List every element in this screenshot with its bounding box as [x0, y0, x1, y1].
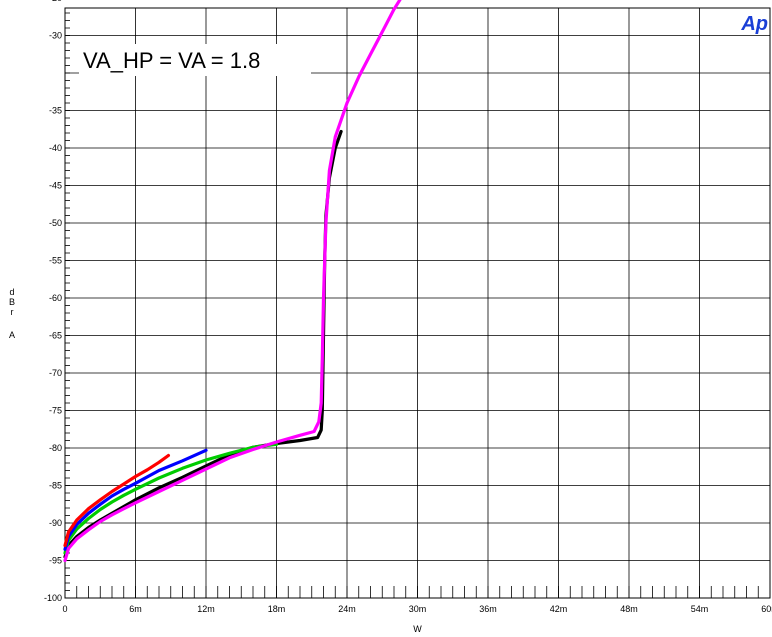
y-tick-label: -35: [49, 106, 62, 116]
y-tick-label: -45: [49, 181, 62, 191]
y-axis-label-char: B: [9, 297, 15, 307]
tick-labels: 0 6m 12m 18m 24m 30m 36m 42m 48m 54m 60m -20 -30 -35 -…: [44, 0, 772, 614]
x-tick-label: 24m: [338, 604, 356, 614]
x-tick-label: 48m: [620, 604, 638, 614]
y-tick-label: -50: [49, 218, 62, 228]
series-line: [63, 0, 402, 563]
y-tick-label: -20: [49, 0, 62, 3]
x-tick-label: 60m: [761, 604, 772, 614]
y-tick-label: -30: [49, 31, 62, 41]
y-axis-label-char: r: [11, 307, 14, 317]
y-axis-label-char: A: [9, 330, 15, 340]
annotation-box: [79, 44, 311, 76]
y-tick-label: -75: [49, 406, 62, 416]
ap-logo: Ap: [740, 13, 768, 35]
x-tick-label: 18m: [268, 604, 286, 614]
y-tick-label: -85: [49, 481, 62, 491]
y-tick-label: -40: [49, 143, 62, 153]
y-tick-label: -70: [49, 368, 62, 378]
x-tick-label: 12m: [197, 604, 215, 614]
x-tick-label: 0: [62, 604, 67, 614]
y-tick-label: -60: [49, 293, 62, 303]
plot-frame: [64, 7, 771, 599]
x-tick-label: 6m: [129, 604, 142, 614]
y-tick-label: -90: [49, 518, 62, 528]
x-tick-label: 36m: [479, 604, 497, 614]
y-tick-label: -55: [49, 256, 62, 266]
y-tick-label: -95: [49, 556, 62, 566]
y-tick-label: -100: [44, 593, 62, 603]
series-line: [63, 448, 208, 551]
grid: [64, 8, 771, 598]
annotation-text: VA_HP = VA = 1.8: [83, 48, 260, 73]
y-tick-label: -65: [49, 331, 62, 341]
series-layer: [63, 0, 402, 563]
y-axis-label-char: d: [9, 287, 14, 297]
x-tick-label: 42m: [550, 604, 568, 614]
y-tick-label: -80: [49, 443, 62, 453]
y-axis-label: dBr A: [9, 287, 15, 340]
x-axis-label: W: [413, 624, 422, 634]
series-line: [63, 453, 170, 548]
x-tick-label: 30m: [409, 604, 427, 614]
series-line: [63, 442, 279, 555]
minor-ticks: [64, 12, 771, 599]
x-tick-label: 54m: [691, 604, 709, 614]
